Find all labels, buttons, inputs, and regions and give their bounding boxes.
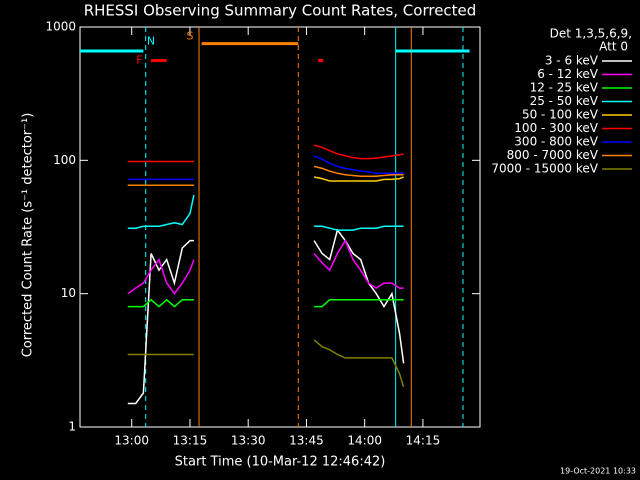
y-tick-label: 100 xyxy=(53,153,76,167)
annotation: N xyxy=(147,34,155,47)
x-tick-label: 13:45 xyxy=(289,434,324,448)
series-line xyxy=(127,155,404,181)
legend-label: 6 - 12 keV xyxy=(537,67,599,81)
legend-label: 12 - 25 keV xyxy=(530,81,599,95)
chart-title: RHESSI Observing Summary Count Rates, Co… xyxy=(84,2,477,20)
annotation: S xyxy=(186,29,193,42)
legend-label: 7000 - 15000 keV xyxy=(491,162,598,176)
legend-label: 800 - 7000 keV xyxy=(507,148,599,162)
series-line xyxy=(127,339,405,388)
legend-label: 300 - 800 keV xyxy=(514,135,598,149)
series-line xyxy=(127,194,404,231)
x-tick-label: 13:30 xyxy=(231,434,266,448)
x-tick-label: 14:15 xyxy=(406,434,441,448)
x-tick-label: 13:15 xyxy=(173,434,208,448)
legend-label: 100 - 300 keV xyxy=(514,121,598,135)
legend-label: 50 - 100 keV xyxy=(522,108,599,122)
legend-header: Att 0 xyxy=(599,40,628,54)
x-axis-label: Start Time (10-Mar-12 12:46:42) xyxy=(175,455,386,470)
x-tick-label: 13:00 xyxy=(114,434,149,448)
y-axis-label: Corrected Count Rate (s⁻¹ detector⁻¹) xyxy=(21,113,36,358)
annotation: F xyxy=(136,54,142,67)
legend-label: 25 - 50 keV xyxy=(530,94,599,108)
x-tick-label: 14:00 xyxy=(347,434,382,448)
plot-frame xyxy=(79,26,481,428)
legend-label: 3 - 6 keV xyxy=(545,54,599,68)
series-line xyxy=(127,228,405,405)
series-line xyxy=(127,238,404,295)
series-line xyxy=(127,165,404,187)
y-tick-label: 10 xyxy=(61,286,76,300)
footer: 19-Oct-2021 10:33 xyxy=(560,467,636,476)
y-tick-label: 1000 xyxy=(45,20,76,34)
series-line xyxy=(127,298,404,308)
series-line xyxy=(127,144,404,163)
legend-header: Det 1,3,5,6,9, xyxy=(550,27,632,41)
y-tick-label: 1 xyxy=(68,420,76,434)
